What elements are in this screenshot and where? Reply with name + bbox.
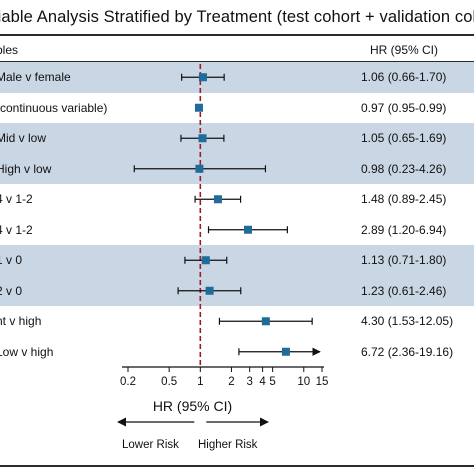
row-label: 1 v 0 [0,253,23,267]
forest-table: Male v female 1.06 (0.66-1.70) (continuo… [0,62,474,367]
row-hr-value: 1.05 (0.65-1.69) [361,131,447,145]
x-tick-label: 15 [316,376,329,388]
header-divider [0,61,474,62]
table-row: Mid v low 1.05 (0.65-1.69) [0,123,474,154]
hr-column-header: HR (95% CI) [370,43,439,57]
table-row: nt v high 4.30 (1.53-12.05) [0,306,474,337]
chart-title: riable Analysis Stratified by Treatment … [0,8,474,26]
row-label: 2 v 0 [0,283,23,298]
table-row: (continuous variable) 0.97 (0.95-0.99) [0,93,474,124]
row-hr-value: 1.06 (0.66-1.70) [361,70,447,84]
table-row: Low v high 6.72 (2.36-19.16) [0,337,474,368]
table-row: 1 v 0 1.13 (0.71-1.80) [0,245,474,276]
table-row: Male v female 1.06 (0.66-1.70) [0,62,474,93]
table-row: 2 v 0 1.23 (0.61-2.46) [0,275,474,306]
row-hr-value: 1.48 (0.89-2.45) [361,192,447,206]
row-hr-value: 0.97 (0.95-0.99) [361,100,447,115]
row-label: Male v female [0,70,71,84]
x-tick-label: 10 [297,376,310,388]
x-tick-label: 5 [269,376,275,388]
row-hr-value: 6.72 (2.36-19.16) [361,344,454,359]
x-tick-label: 4 [259,376,266,388]
x-tick-label: 0.5 [161,376,177,388]
row-hr-value: 4.30 (1.53-12.05) [361,314,454,328]
x-tick-label: 2 [228,376,234,388]
row-hr-value: 1.13 (0.71-1.80) [361,253,447,267]
row-label: (continuous variable) [0,100,108,115]
table-row: 4 v 1-2 1.48 (0.89-2.45) [0,184,474,215]
row-hr-value: 2.89 (1.20-6.94) [361,222,447,237]
x-tick-label: 1 [197,376,203,388]
row-hr-value: 1.23 (0.61-2.46) [361,283,447,298]
lower-risk-label: Lower Risk [122,439,179,451]
row-label: Mid v low [0,131,47,145]
bottom-divider [0,465,474,467]
x-tick-label: 0.2 [120,376,136,388]
variables-column-header: bles [0,43,19,57]
title-divider [0,34,474,36]
row-label: High v low [0,161,52,176]
x-tick-label: 3 [246,376,252,388]
table-row: High v low 0.98 (0.23-4.26) [0,153,474,184]
higher-risk-label: Higher Risk [198,439,258,451]
row-label: Low v high [0,344,54,359]
row-hr-value: 0.98 (0.23-4.26) [361,161,447,176]
row-label: 4 v 1-2 [0,222,33,237]
x-axis-label: HR (95% CI) [152,398,233,414]
row-label: 4 v 1-2 [0,192,33,206]
table-row: 4 v 1-2 2.89 (1.20-6.94) [0,215,474,246]
row-label: nt v high [0,314,42,328]
